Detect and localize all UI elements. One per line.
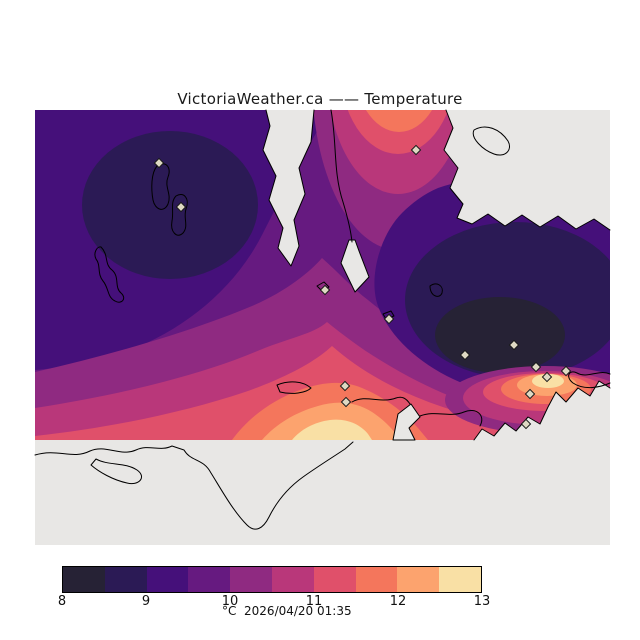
island-outline [316, 281, 330, 292]
harbour-notch [392, 403, 421, 441]
station-marker [459, 349, 471, 361]
colorbar-segment [104, 567, 147, 592]
colorbar-segment [63, 567, 105, 592]
colorbar-segment [355, 567, 398, 592]
colorbar-tick: 13 [473, 594, 491, 609]
coastline [568, 371, 611, 389]
colorbar-tick: 10 [221, 594, 239, 609]
island-outline [276, 381, 312, 394]
colorbar-tick: 9 [141, 594, 151, 609]
station-marker [520, 418, 532, 430]
contour-band [435, 297, 565, 373]
colorbar-tick: 11 [305, 594, 323, 609]
coastline [90, 458, 142, 485]
coastline [34, 441, 354, 530]
unit-timestamp: °C 2026/04/20 01:35 [222, 604, 352, 618]
coastline [262, 109, 315, 267]
station-marker [508, 339, 520, 351]
station-marker [524, 388, 536, 400]
colorbar-tick: 8 [57, 594, 67, 609]
station-marker [410, 144, 422, 156]
coastline [473, 380, 611, 441]
station-marker [383, 313, 395, 325]
station-marker [340, 396, 352, 408]
map-title: VictoriaWeather.ca —— Temperature [177, 90, 463, 108]
island-outline [429, 283, 443, 297]
station-marker [541, 371, 553, 383]
island-outline [94, 246, 125, 303]
colorbar-segment [271, 567, 314, 592]
island-outline [472, 126, 510, 156]
station-marker [560, 365, 572, 377]
island-outline [151, 163, 170, 210]
coastlines [34, 109, 611, 530]
station-marker [339, 380, 351, 392]
island-outline [382, 310, 395, 320]
coastline [351, 396, 411, 405]
contour-band [292, 419, 372, 440]
coastline [419, 410, 483, 427]
station-marker [530, 361, 542, 373]
colorbar-segment [146, 567, 189, 592]
coastline [443, 109, 611, 231]
colorbar-segment [397, 567, 440, 592]
colorbar-segment [313, 567, 356, 592]
station-marker [175, 201, 187, 213]
island-outline [171, 194, 188, 236]
station-marker [319, 284, 331, 296]
unit-label: °C [222, 604, 237, 618]
colorbar-tick: 12 [389, 594, 407, 609]
colorbar-segment [439, 567, 481, 592]
colorbar [62, 566, 482, 593]
coastline [330, 109, 353, 243]
station-marker [153, 157, 165, 169]
colorbar-segment [230, 567, 272, 592]
timestamp: 2026/04/20 01:35 [244, 604, 352, 618]
inlet-notch [340, 239, 370, 293]
station-markers [153, 144, 572, 430]
colorbar-segment [188, 567, 231, 592]
contour-band [82, 131, 258, 279]
